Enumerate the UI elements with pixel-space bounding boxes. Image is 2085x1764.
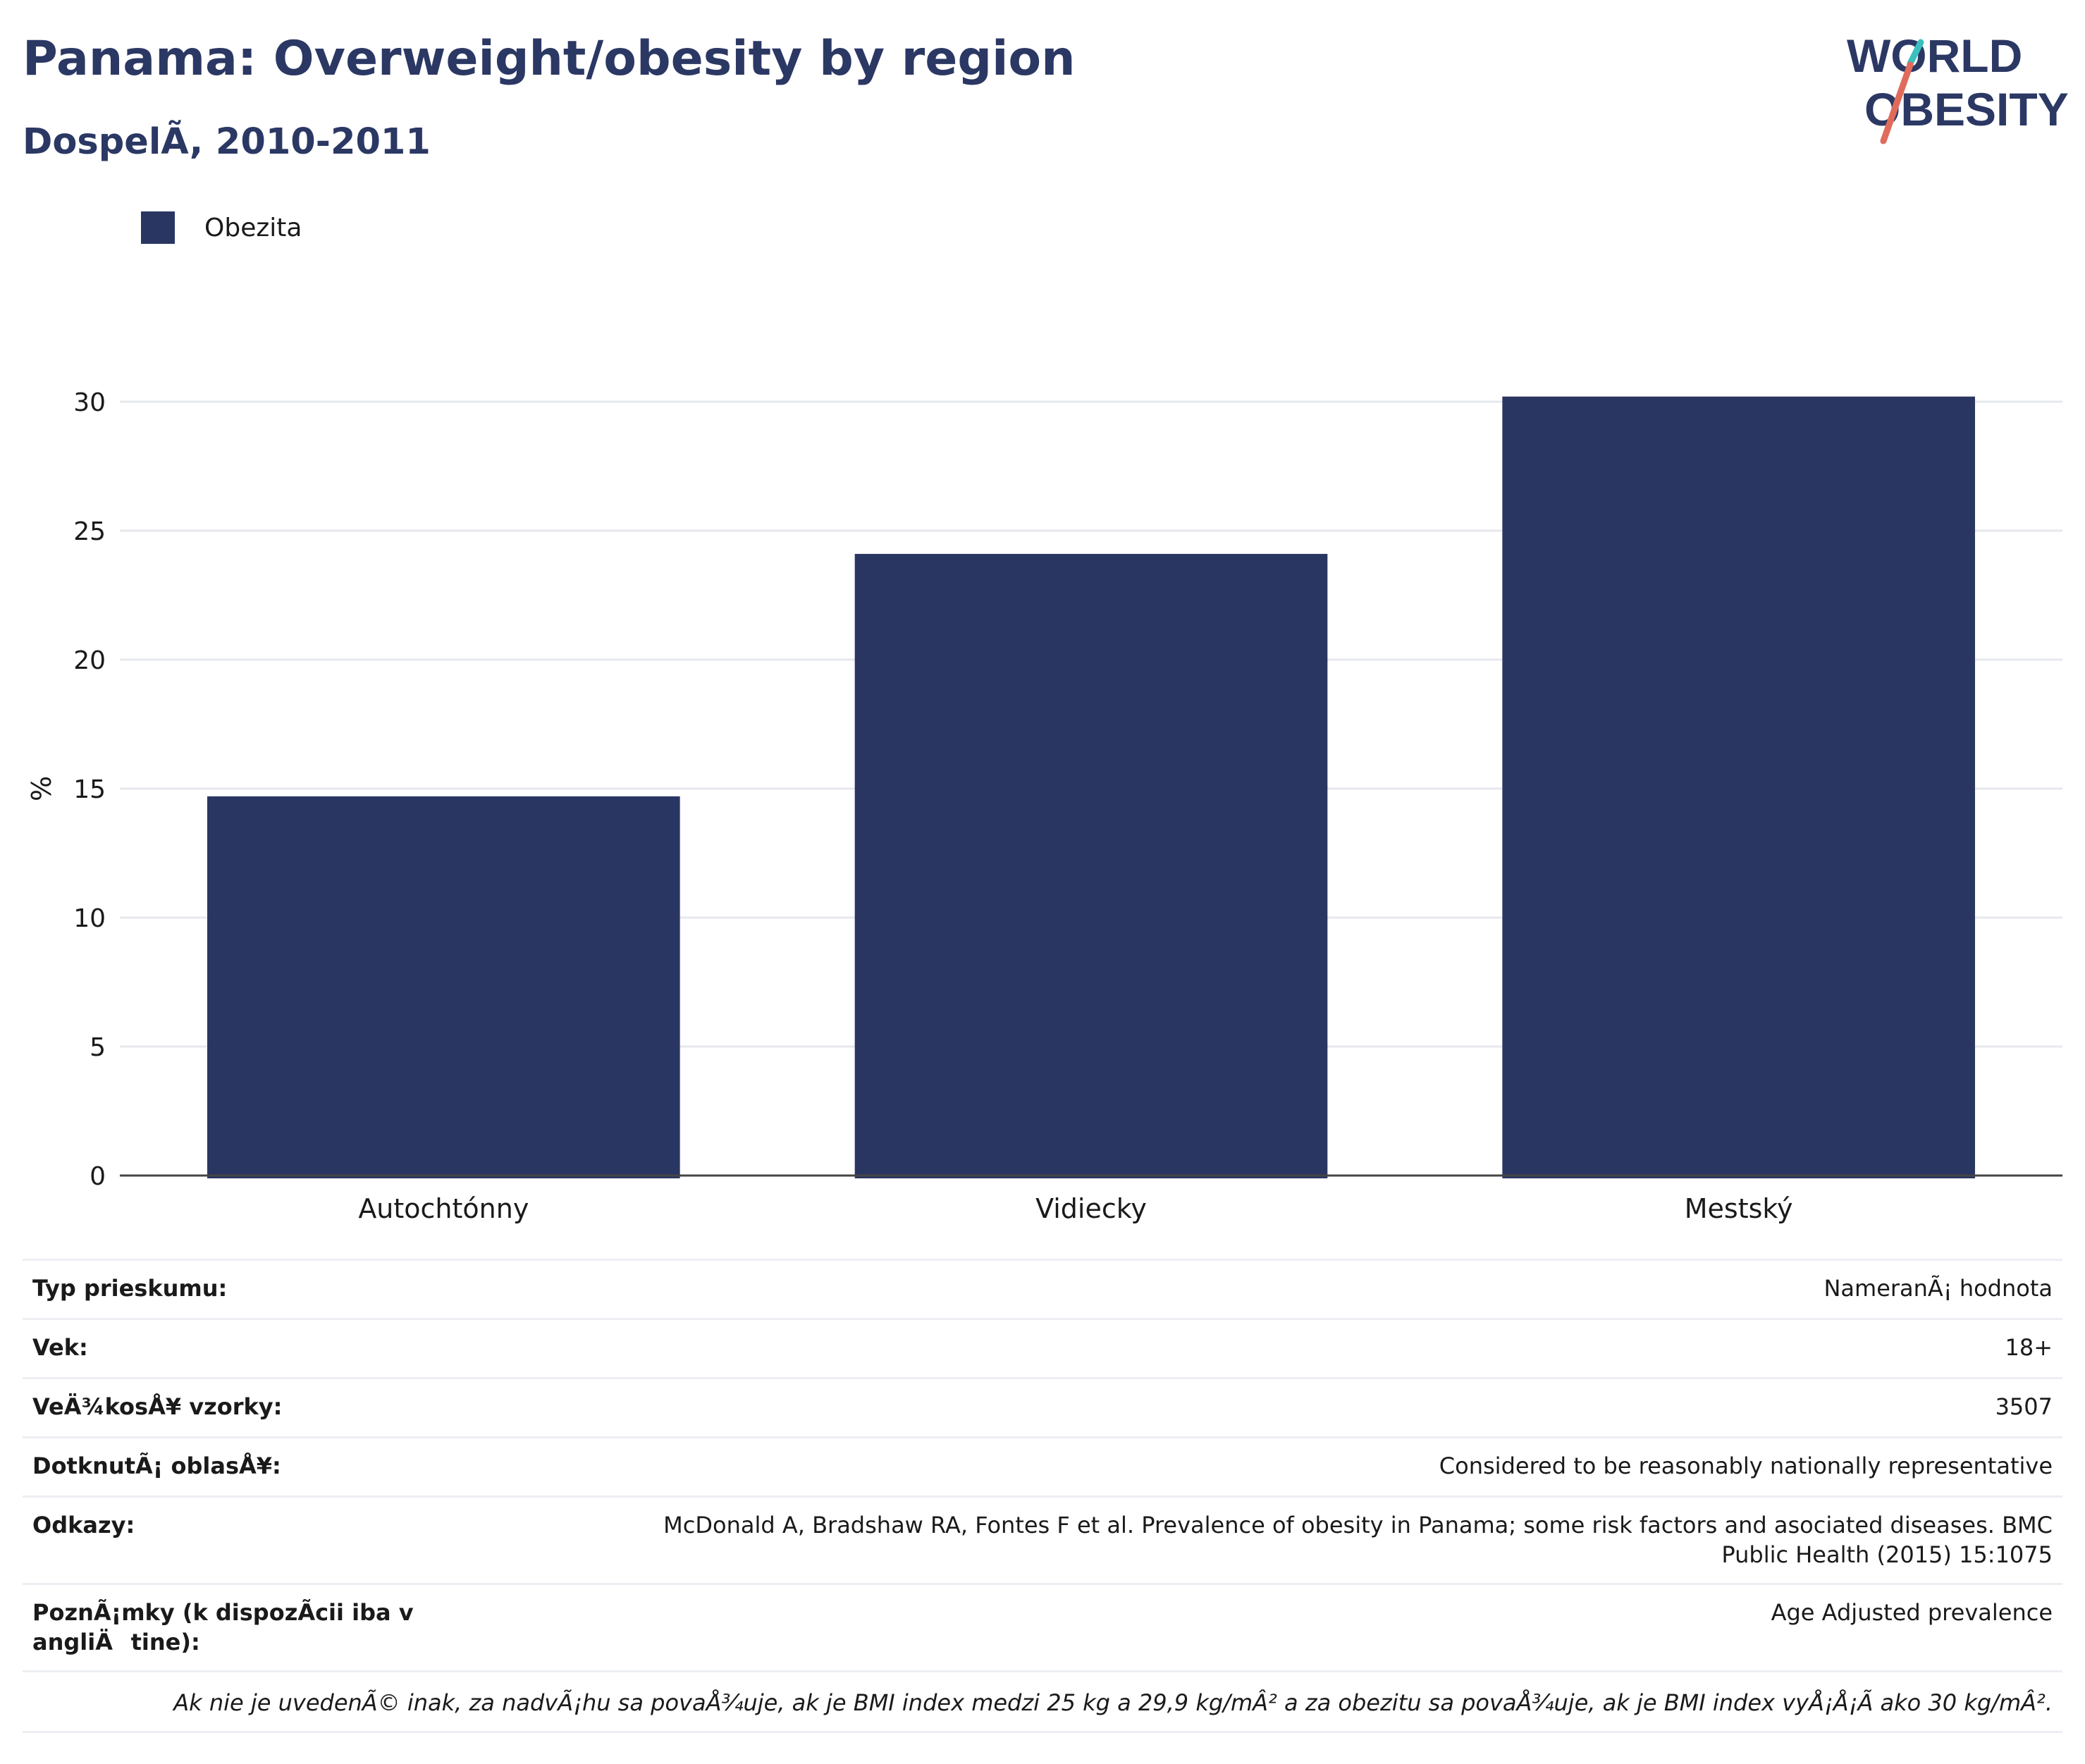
definition-footnote: Ak nie je uvedenÃ© inak, za nadvÃ¡hu sa … bbox=[23, 1670, 2062, 1733]
metadata-key: Typ prieskumu: bbox=[32, 1275, 228, 1302]
metadata-key: Odkazy: bbox=[32, 1512, 135, 1538]
logo-line1: WORLD bbox=[1847, 30, 2022, 82]
metadata-key: VeÄ¾kosÅ¥ vzorky: bbox=[32, 1393, 283, 1420]
y-tick-label: 0 bbox=[90, 1162, 106, 1191]
logo-slash-teal bbox=[1907, 39, 1924, 67]
legend-label: Obezita bbox=[204, 213, 302, 242]
y-axis-title: % bbox=[26, 776, 57, 801]
bar-vidiecky bbox=[854, 553, 1328, 1178]
legend-swatch bbox=[141, 211, 175, 244]
y-tick-label: 15 bbox=[73, 775, 106, 804]
metadata-key: Vek: bbox=[32, 1334, 88, 1361]
survey-metadata: Typ prieskumu: NameranÃ¡ hodnota Vek: 18+ Ve… bbox=[23, 1259, 2062, 1733]
bar-mestský bbox=[1502, 396, 1975, 1179]
metadata-key: DotknutÃ¡ oblasÅ¥: bbox=[32, 1452, 281, 1479]
metadata-value: Considered to be reasonably nationally r… bbox=[1439, 1452, 2053, 1479]
y-tick-label: 10 bbox=[73, 904, 106, 933]
metadata-value: McDonald A, Bradshaw RA, Fontes F et al.… bbox=[663, 1512, 2053, 1568]
y-tick-label: 30 bbox=[73, 388, 106, 417]
bar-autochtónny bbox=[207, 796, 680, 1178]
bar-chart: 0 5 10 15 20 25 30% Autochtónny Vidiecky Mestský bbox=[26, 388, 2062, 1224]
page-subtitle: DospelÃ, 2010-2011 bbox=[23, 121, 431, 163]
metadata-key: PoznÃ¡mky (k dispozÃcii iba v angliÄtin… bbox=[32, 1599, 414, 1655]
metadata-value: 3507 bbox=[1995, 1393, 2053, 1420]
metadata-row: Vek: 18+ bbox=[23, 1318, 2062, 1377]
metadata-value: Age Adjusted prevalence bbox=[1771, 1599, 2053, 1626]
y-tick-label: 25 bbox=[73, 517, 106, 546]
y-tick-label: 5 bbox=[90, 1033, 106, 1062]
world-obesity-logo: WORLD OBESITY bbox=[1847, 30, 2069, 144]
x-tick-label: Vidiecky bbox=[1035, 1193, 1147, 1224]
x-tick-label: Mestský bbox=[1685, 1193, 1793, 1224]
metadata-row: VeÄ¾kosÅ¥ vzorky: 3507 bbox=[23, 1377, 2062, 1436]
metadata-value: NameranÃ¡ hodnota bbox=[1823, 1275, 2053, 1302]
metadata-row: PoznÃ¡mky (k dispozÃcii iba v angliÄtin… bbox=[23, 1583, 2062, 1670]
x-tick-label: Autochtónny bbox=[358, 1193, 529, 1224]
logo-slash-coral bbox=[1880, 61, 1914, 144]
metadata-row: DotknutÃ¡ oblasÅ¥: Considered to be reaso… bbox=[23, 1436, 2062, 1495]
chart-legend: Obezita bbox=[141, 210, 302, 245]
y-tick-label: 20 bbox=[73, 646, 106, 675]
metadata-row: Typ prieskumu: NameranÃ¡ hodnota bbox=[23, 1259, 2062, 1318]
metadata-value: 18+ bbox=[2005, 1334, 2053, 1361]
metadata-row: Odkazy: McDonald A, Bradshaw RA, Fontes F… bbox=[23, 1495, 2062, 1583]
page-title: Panama: Overweight/obesity by region bbox=[23, 31, 1076, 87]
